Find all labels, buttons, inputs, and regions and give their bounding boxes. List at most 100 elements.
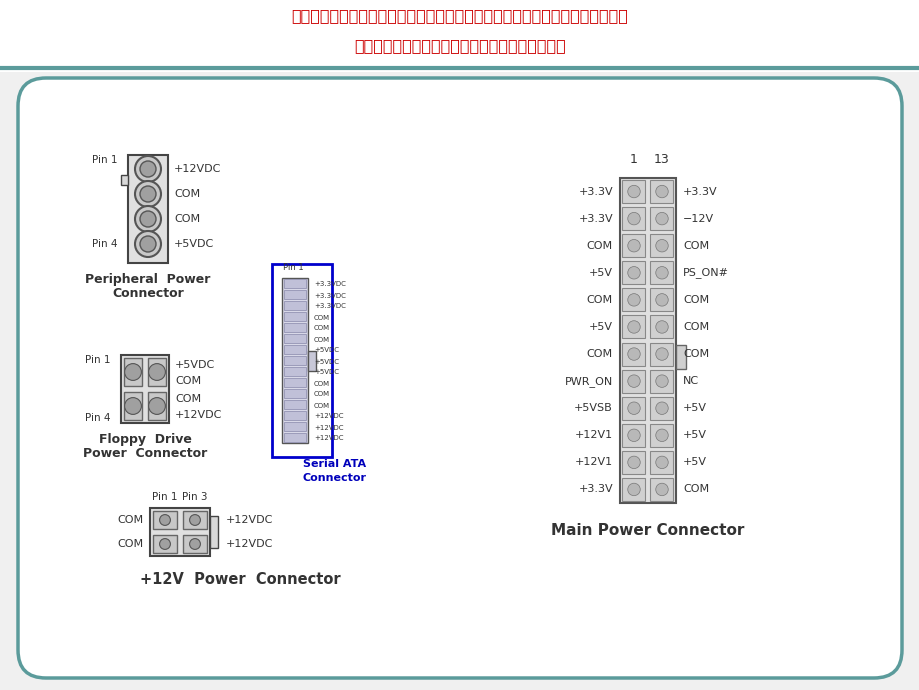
Text: +12VDC: +12VDC	[175, 410, 222, 420]
Text: NC: NC	[682, 376, 698, 386]
Text: COM: COM	[682, 322, 709, 332]
Bar	[284, 400, 306, 409]
Text: +5V: +5V	[588, 322, 612, 332]
Text: +5VDC: +5VDC	[175, 360, 215, 370]
FancyBboxPatch shape	[18, 78, 901, 678]
Circle shape	[627, 321, 640, 333]
Text: Pin 3: Pin 3	[182, 492, 208, 502]
Bar	[650, 451, 673, 474]
Text: +12VDC: +12VDC	[313, 435, 343, 442]
Text: COM: COM	[313, 380, 330, 386]
Circle shape	[135, 206, 161, 232]
Circle shape	[627, 186, 640, 198]
Text: +12V1: +12V1	[574, 431, 612, 440]
Text: COM: COM	[175, 394, 201, 404]
Circle shape	[655, 213, 667, 225]
Bar	[284, 367, 306, 376]
Circle shape	[627, 294, 640, 306]
Text: COM: COM	[118, 539, 144, 549]
Bar	[284, 290, 306, 299]
Bar	[284, 312, 306, 321]
Circle shape	[627, 348, 640, 360]
Text: 文档来源于网络，文档所提供的信息仅供参考之用，不能作为科学依据，请勿模: 文档来源于网络，文档所提供的信息仅供参考之用，不能作为科学依据，请勿模	[291, 8, 628, 23]
Text: Pin 4: Pin 4	[85, 413, 111, 423]
Bar	[622, 370, 645, 393]
Circle shape	[627, 213, 640, 225]
Text: +5VDC: +5VDC	[313, 359, 338, 364]
Text: COM: COM	[313, 391, 330, 397]
Text: COM: COM	[682, 241, 709, 250]
Bar	[650, 315, 673, 339]
Circle shape	[655, 429, 667, 442]
Circle shape	[655, 483, 667, 495]
Circle shape	[655, 239, 667, 252]
Bar	[650, 478, 673, 501]
Bar	[183, 535, 207, 553]
Circle shape	[149, 397, 165, 415]
Bar	[284, 433, 306, 442]
Circle shape	[140, 211, 156, 227]
Bar	[284, 323, 306, 332]
Circle shape	[159, 515, 170, 525]
Text: +3.3VDC: +3.3VDC	[313, 304, 346, 310]
Bar	[622, 478, 645, 501]
Text: +12VDC: +12VDC	[226, 539, 273, 549]
Circle shape	[140, 186, 156, 202]
Text: Connector: Connector	[302, 473, 367, 483]
Bar	[650, 234, 673, 257]
Circle shape	[627, 429, 640, 442]
Bar	[622, 234, 645, 257]
Bar	[128, 155, 168, 263]
Circle shape	[655, 266, 667, 279]
Text: Pin 1: Pin 1	[282, 263, 303, 272]
Text: Peripheral  Power: Peripheral Power	[85, 273, 210, 286]
Circle shape	[655, 294, 667, 306]
Bar	[210, 516, 218, 548]
Text: +5VDC: +5VDC	[313, 348, 338, 353]
Circle shape	[655, 186, 667, 198]
Text: Serial ATA: Serial ATA	[302, 459, 366, 469]
Text: COM: COM	[586, 349, 612, 359]
Text: +5VSB: +5VSB	[573, 403, 612, 413]
Text: +12VDC: +12VDC	[313, 413, 343, 420]
Bar	[284, 334, 306, 343]
Text: COM: COM	[174, 214, 200, 224]
Bar	[284, 378, 306, 387]
Circle shape	[655, 456, 667, 469]
Text: +5VDC: +5VDC	[313, 370, 338, 375]
Circle shape	[135, 231, 161, 257]
Bar	[284, 279, 306, 288]
Circle shape	[135, 156, 161, 182]
Circle shape	[655, 348, 667, 360]
Text: +12VDC: +12VDC	[313, 424, 343, 431]
Circle shape	[627, 402, 640, 415]
Bar	[622, 315, 645, 339]
Text: +5VDC: +5VDC	[174, 239, 214, 249]
Text: +5V: +5V	[682, 403, 706, 413]
Text: +5V: +5V	[588, 268, 612, 278]
Bar	[622, 180, 645, 203]
Bar	[650, 397, 673, 420]
Bar	[622, 451, 645, 474]
Bar	[0, 0, 919, 72]
Text: +3.3V: +3.3V	[682, 186, 717, 197]
Circle shape	[124, 364, 142, 380]
Bar	[148, 392, 165, 420]
Bar	[622, 262, 645, 284]
Circle shape	[140, 236, 156, 252]
Text: Pin 1: Pin 1	[152, 492, 177, 502]
Bar	[650, 288, 673, 311]
Text: PS_ON#: PS_ON#	[682, 267, 728, 278]
Bar	[650, 180, 673, 203]
Bar	[284, 389, 306, 398]
Bar	[308, 351, 315, 371]
Bar	[183, 511, 207, 529]
Bar	[121, 355, 169, 423]
Bar	[284, 345, 306, 354]
Text: COM: COM	[313, 337, 330, 342]
Circle shape	[627, 375, 640, 387]
Bar	[284, 422, 306, 431]
Text: COM: COM	[313, 326, 330, 331]
Bar	[650, 370, 673, 393]
Bar	[650, 424, 673, 447]
